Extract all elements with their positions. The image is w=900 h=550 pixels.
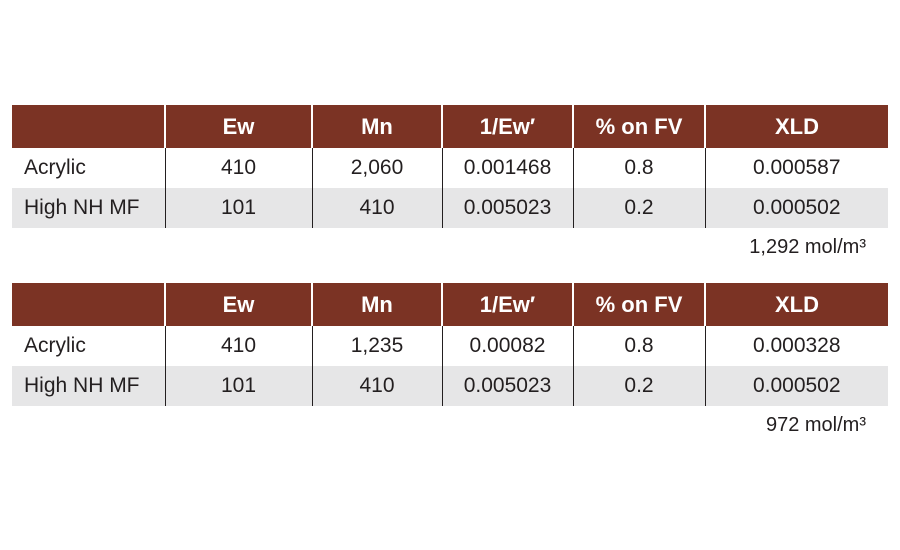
header-cell: 1/Ew′ — [441, 105, 573, 148]
header-cell — [12, 283, 165, 326]
row-label: Acrylic — [24, 334, 86, 357]
total: 972 mol/m³ — [765, 414, 866, 436]
cell: 410 — [311, 188, 442, 228]
header-row: Ew Mn 1/Ew′% on FV XLD — [12, 283, 888, 326]
header-cell: 1/Ew′ — [441, 283, 573, 326]
table-block: Ew Mn 1/Ew′% on FV XLD Acrylic 410 1,235 0.0008… — [12, 283, 888, 444]
header-cell: XLD — [704, 283, 888, 326]
header-cell: Mn — [311, 105, 442, 148]
cell: 0.8 — [572, 326, 705, 366]
cell: 0.001468 — [441, 148, 573, 188]
cell: 0.2 — [572, 366, 705, 406]
table: Ew Mn 1/Ew′% on FV XLD Acrylic 410 2,060 0.0014… — [12, 105, 888, 228]
cell: 0.000502 — [704, 366, 888, 406]
cell: 410 — [311, 366, 442, 406]
row-label: Acrylic — [24, 156, 86, 179]
total: 1,292 mol/m³ — [749, 236, 866, 258]
cell: 0.2 — [572, 188, 705, 228]
cell: 0.000587 — [704, 148, 888, 188]
cell: 410 — [164, 326, 312, 366]
table: Ew Mn 1/Ew′% on FV XLD Acrylic 410 1,235 0.0008… — [12, 283, 888, 406]
cell: 0.8 — [572, 148, 705, 188]
cell: 0.00082 — [441, 326, 573, 366]
data-row: High NH MF 101 410 0.005023 0.2 0.000502 — [12, 188, 888, 228]
header-row: Ew Mn 1/Ew′% on FV XLD — [12, 105, 888, 148]
cell: 0.000502 — [704, 188, 888, 228]
header-cell: Ew — [164, 105, 312, 148]
cell: 101 — [164, 188, 312, 228]
row-label: High NH MF — [12, 366, 165, 406]
header-cell: % on FV — [572, 283, 705, 326]
cell: 0.005023 — [441, 188, 573, 228]
data-row: Acrylic 410 1,235 0.00082 0.8 0.000328 — [12, 326, 888, 366]
cell: 101 — [164, 366, 312, 406]
row-label: High NH MF — [12, 188, 165, 228]
cell: 410 — [164, 148, 312, 188]
cell: 0.005023 — [441, 366, 573, 406]
cell: 2,060 — [311, 148, 442, 188]
header-cell: % on FV — [572, 105, 705, 148]
header-cell: Ew — [164, 283, 312, 326]
header-cell: XLD — [704, 105, 888, 148]
data-row: Acrylic 410 2,060 0.001468 0.8 0.000587 — [12, 148, 888, 188]
header-cell — [12, 105, 165, 148]
header-cell: Mn — [311, 283, 442, 326]
data-row: High NH MF 101 410 0.005023 0.2 0.000502 — [12, 366, 888, 406]
table-block: Ew Mn 1/Ew′% on FV XLD Acrylic 410 2,060 0.0014… — [12, 105, 888, 266]
cell: 0.000328 — [704, 326, 888, 366]
cell: 1,235 — [311, 326, 442, 366]
